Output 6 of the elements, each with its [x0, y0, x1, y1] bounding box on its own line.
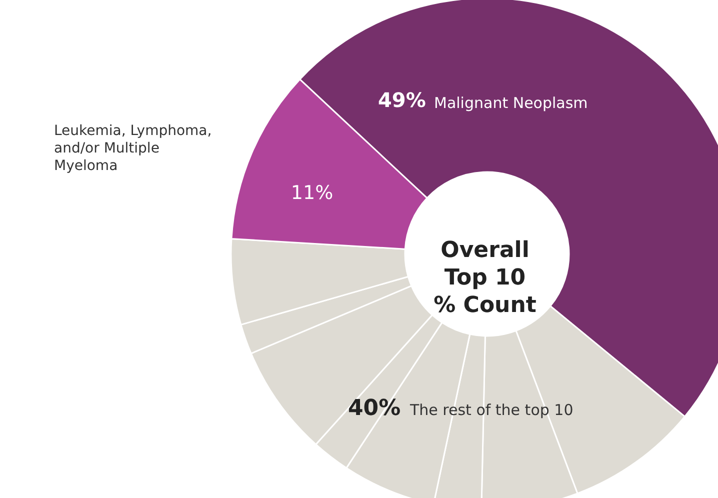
data-label: 11%: [290, 182, 334, 204]
text: Overall Top 10 % Count: [434, 238, 537, 318]
data-label: 49%: [378, 88, 426, 112]
slice-label: Malignant Neoplasm: [434, 94, 588, 112]
slice-label: Leukemia, Lymphoma, and/or Multiple Myeloma: [54, 123, 212, 174]
text: 40% The rest of the top 10: [348, 396, 574, 421]
